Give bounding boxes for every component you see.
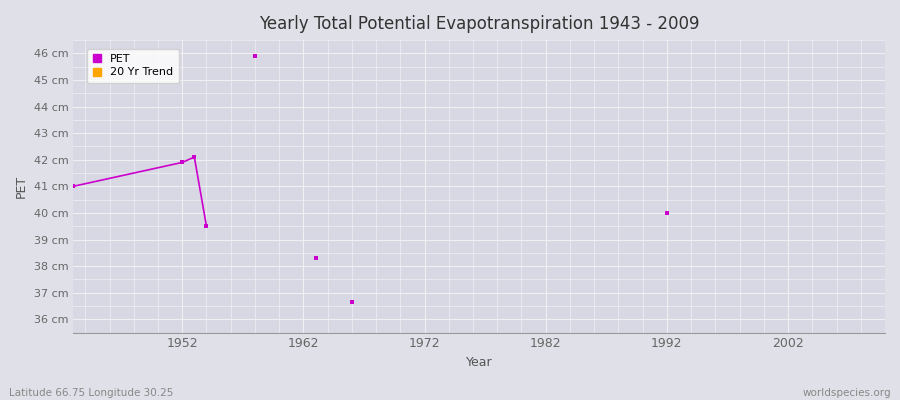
Y-axis label: PET: PET: [15, 175, 28, 198]
Title: Yearly Total Potential Evapotranspiration 1943 - 2009: Yearly Total Potential Evapotranspiratio…: [259, 15, 699, 33]
Text: worldspecies.org: worldspecies.org: [803, 388, 891, 398]
Legend: PET, 20 Yr Trend: PET, 20 Yr Trend: [86, 48, 179, 83]
X-axis label: Year: Year: [466, 356, 492, 369]
Text: Latitude 66.75 Longitude 30.25: Latitude 66.75 Longitude 30.25: [9, 388, 174, 398]
